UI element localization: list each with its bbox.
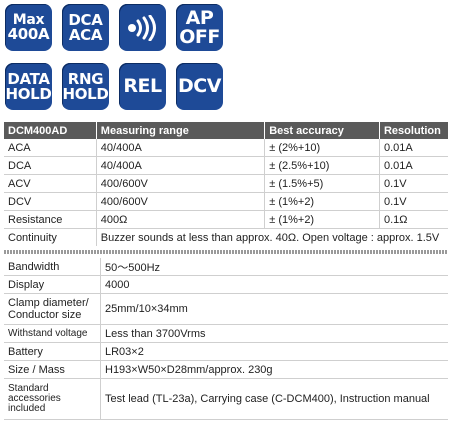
- spec-label: Display: [4, 275, 101, 294]
- badge-line: HOLD: [5, 84, 52, 103]
- table-row: Size / Mass H193×W50×D28mm/approx. 230g: [4, 360, 448, 379]
- spec-value: Test lead (TL-23a), Carrying case (C-DCM…: [100, 378, 448, 420]
- table-row: DCV 400/600V ± (1%+2) 0.1V: [4, 192, 448, 211]
- badge-line: HOLD: [62, 84, 109, 103]
- continuity-row: Continuity Buzzer sounds at less than ap…: [4, 228, 448, 246]
- table-row: Clamp diameter/ Conductor size 25mm/10×3…: [4, 293, 448, 325]
- table-row: Display 4000: [4, 275, 448, 294]
- badge-row-1: Max 400A DCA ACA AP OFF: [5, 4, 235, 51]
- table-row: ACV 400/600V ± (1.5%+5) 0.1V: [4, 174, 448, 193]
- resolution-cell: 0.1V: [379, 192, 448, 211]
- accuracy-cell: ± (1%+2): [264, 210, 380, 229]
- spec-value: 50～500Hz: [100, 258, 448, 276]
- function-cell: Continuity: [4, 228, 97, 246]
- rng-hold-badge: RNG HOLD: [62, 63, 109, 110]
- badge-line: DATA: [7, 69, 50, 88]
- range-cell: 400Ω: [96, 210, 266, 229]
- resolution-header: Resolution: [379, 122, 448, 139]
- badge-line: REL: [123, 75, 162, 97]
- spec-value: Less than 3700Vrms: [100, 324, 448, 343]
- badge-row-2: DATA HOLD RNG HOLD REL DCV: [5, 63, 235, 110]
- badge-line: OFF: [179, 25, 220, 48]
- table-row: ACA 40/400A ± (2%+10) 0.01A: [4, 139, 448, 157]
- sound-waves-icon: [127, 14, 156, 41]
- range-cell: 400/600V: [96, 174, 266, 193]
- dcv-badge: DCV: [176, 63, 223, 110]
- data-hold-badge: DATA HOLD: [5, 63, 52, 110]
- spec-value: LR03×2: [100, 342, 448, 361]
- accuracy-cell: ± (2%+10): [264, 139, 380, 157]
- badge-line: Max: [12, 12, 45, 28]
- continuity-badge: [119, 4, 166, 51]
- rel-badge: REL: [119, 63, 166, 110]
- continuity-value: Buzzer sounds at less than approx. 40Ω. …: [100, 231, 440, 244]
- table-row: DCA 40/400A ± (2.5%+10) 0.01A: [4, 156, 448, 175]
- function-cell: ACA: [4, 139, 97, 157]
- spec-label: Standard accessories included: [4, 378, 101, 420]
- resolution-cell: 0.01A: [379, 139, 448, 157]
- table-row: Bandwidth 50～500Hz: [4, 258, 448, 276]
- badge-line: 400A: [7, 25, 50, 43]
- section-divider: [4, 250, 448, 254]
- spec-value: H193×W50×D28mm/approx. 230g: [100, 360, 448, 379]
- spec-value: 25mm/10×34mm: [100, 293, 448, 325]
- spec-value: 4000: [100, 275, 448, 294]
- badge-line: AP: [185, 6, 214, 29]
- accuracy-header: Best accuracy: [264, 122, 380, 139]
- feature-badges: Max 400A DCA ACA AP OFF: [5, 4, 235, 122]
- accuracy-cell: ± (1%+2): [264, 192, 380, 211]
- accuracy-cell: ± (2.5%+10): [264, 156, 380, 175]
- spec-label: Clamp diameter/ Conductor size: [4, 293, 101, 325]
- badge-line: RNG: [67, 69, 104, 88]
- badge-line: DCA: [68, 10, 103, 29]
- function-cell: DCV: [4, 192, 97, 211]
- function-cell: DCA: [4, 156, 97, 175]
- table-row: Withstand voltage Less than 3700Vrms: [4, 324, 448, 343]
- measurement-spec-table: DCM400AD Measuring range Best accuracy R…: [4, 122, 448, 246]
- range-cell: 400/600V: [96, 192, 266, 211]
- table-row: Standard accessories included Test lead …: [4, 378, 448, 420]
- spec-label: Bandwidth: [4, 258, 101, 276]
- model-header: DCM400AD: [4, 122, 97, 139]
- table-row: Battery LR03×2: [4, 342, 448, 361]
- table-header-row: DCM400AD Measuring range Best accuracy R…: [4, 122, 448, 139]
- spec-label: Size / Mass: [4, 360, 101, 379]
- range-cell: 40/400A: [96, 139, 266, 157]
- dca-aca-badge: DCA ACA: [62, 4, 109, 51]
- spec-label: Withstand voltage: [4, 324, 101, 343]
- general-spec-table: Bandwidth 50～500Hz Display 4000 Clamp di…: [4, 258, 448, 420]
- function-cell: ACV: [4, 174, 97, 193]
- badge-line: DCV: [178, 75, 221, 97]
- ap-off-badge: AP OFF: [176, 4, 223, 51]
- table-row: Resistance 400Ω ± (1%+2) 0.1Ω: [4, 210, 448, 229]
- function-cell: Resistance: [4, 210, 97, 229]
- spec-label: Battery: [4, 342, 101, 361]
- badge-line: ACA: [68, 25, 103, 44]
- range-header: Measuring range: [96, 122, 266, 139]
- accuracy-cell: ± (1.5%+5): [264, 174, 380, 193]
- range-cell: 40/400A: [96, 156, 266, 175]
- resolution-cell: 0.1Ω: [379, 210, 448, 229]
- resolution-cell: 0.1V: [379, 174, 448, 193]
- resolution-cell: 0.01A: [379, 156, 448, 175]
- max-400a-badge: Max 400A: [5, 4, 52, 51]
